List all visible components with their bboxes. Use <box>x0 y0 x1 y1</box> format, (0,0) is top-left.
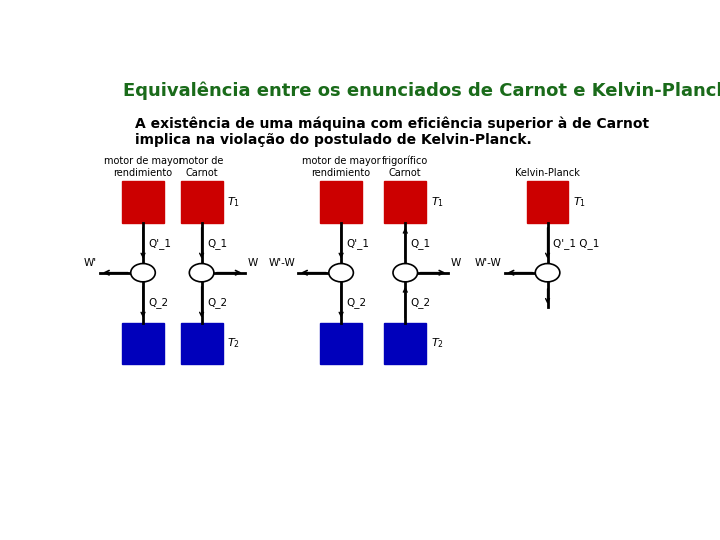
Text: W'-W: W'-W <box>269 258 295 268</box>
Circle shape <box>535 264 560 282</box>
Bar <box>384 322 426 364</box>
Text: motor de mayor
rendimiento: motor de mayor rendimiento <box>302 156 380 178</box>
Bar <box>181 322 222 364</box>
Text: A existência de uma máquina com eficiência superior à de Carnot: A existência de uma máquina com eficiênc… <box>135 117 649 131</box>
Bar <box>320 181 362 223</box>
Text: W: W <box>451 258 462 268</box>
Bar <box>384 181 426 223</box>
Text: $T_1$: $T_1$ <box>227 195 240 209</box>
Text: Q_2: Q_2 <box>411 297 431 308</box>
Text: Q'_1 Q_1: Q'_1 Q_1 <box>553 238 600 248</box>
Text: $T_2$: $T_2$ <box>431 336 444 350</box>
Text: Q_2: Q_2 <box>148 297 168 308</box>
Text: $T_2$: $T_2$ <box>227 336 240 350</box>
Bar <box>181 181 222 223</box>
Text: Q_1: Q_1 <box>411 238 431 248</box>
Text: Q'_1: Q'_1 <box>347 238 369 248</box>
Text: motor de mayor
rendimiento: motor de mayor rendimiento <box>104 156 182 178</box>
Text: Equivalência entre os enunciados de Carnot e Kelvin-Planck: Equivalência entre os enunciados de Carn… <box>124 82 720 100</box>
Text: Kelvin-Planck: Kelvin-Planck <box>515 168 580 178</box>
Bar <box>526 181 569 223</box>
Circle shape <box>189 264 214 282</box>
Text: frigorífico
Carnot: frigorífico Carnot <box>382 156 428 178</box>
Bar <box>122 322 164 364</box>
Circle shape <box>131 264 156 282</box>
Text: $T_1$: $T_1$ <box>431 195 444 209</box>
Bar <box>320 322 362 364</box>
Text: W': W' <box>84 258 97 268</box>
Text: Q_2: Q_2 <box>347 297 366 308</box>
Text: implica na violação do postulado de Kelvin-Planck.: implica na violação do postulado de Kelv… <box>135 133 531 147</box>
Text: W'-W: W'-W <box>475 258 502 268</box>
Circle shape <box>393 264 418 282</box>
Text: motor de
Carnot: motor de Carnot <box>179 156 224 178</box>
Text: $T_1$: $T_1$ <box>573 195 586 209</box>
Text: Q'_1: Q'_1 <box>148 238 171 248</box>
Bar <box>122 181 164 223</box>
Text: W: W <box>248 258 258 268</box>
Text: Q_2: Q_2 <box>207 297 228 308</box>
Text: Q_1: Q_1 <box>207 238 228 248</box>
Circle shape <box>329 264 354 282</box>
